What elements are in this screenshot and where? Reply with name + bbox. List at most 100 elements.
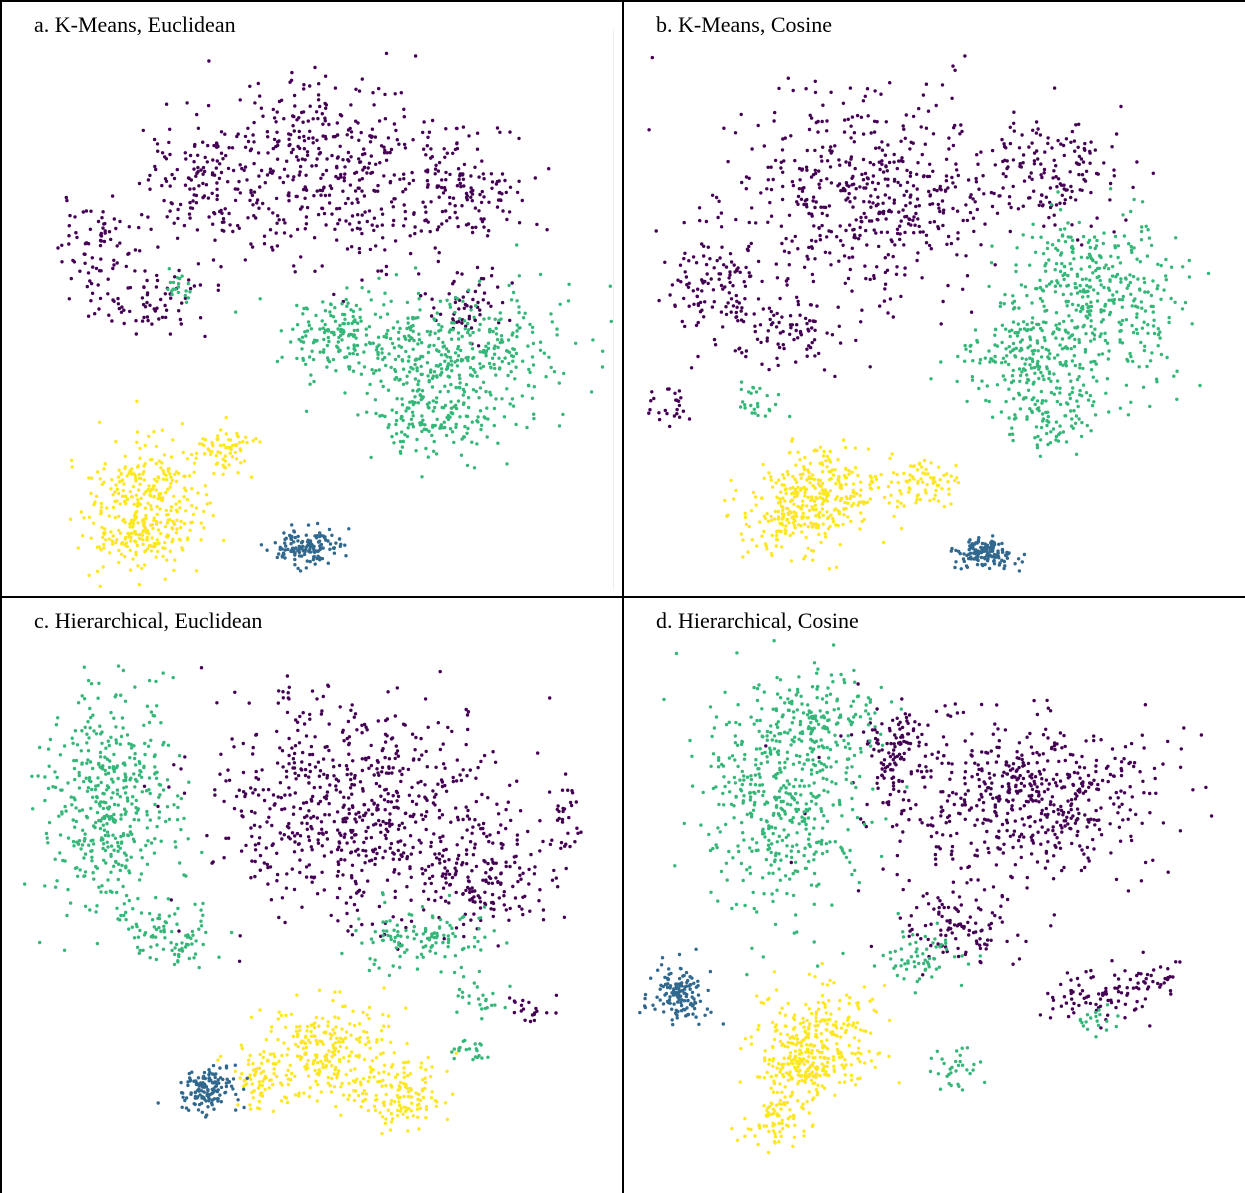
scatter-point — [1008, 334, 1012, 339]
scatter-point — [831, 516, 835, 521]
scatter-point — [400, 772, 404, 777]
scatter-point — [647, 128, 651, 132]
scatter-point — [323, 116, 327, 120]
scatter-point — [1045, 308, 1049, 313]
scatter-point — [376, 350, 380, 355]
scatter-point — [380, 765, 385, 770]
scatter-point — [357, 250, 362, 255]
scatter-point — [326, 539, 330, 543]
scatter-point — [314, 110, 319, 114]
scatter-point — [423, 292, 427, 296]
scatter-point — [329, 186, 334, 191]
scatter-point — [299, 255, 303, 259]
scatter-point — [89, 299, 93, 303]
scatter-point — [515, 323, 519, 327]
scatter-point — [436, 721, 440, 725]
scatter-point — [311, 814, 316, 819]
scatter-point — [1064, 330, 1068, 334]
scatter-point — [239, 849, 244, 853]
scatter-point — [283, 548, 287, 552]
scatter-point — [1001, 550, 1005, 554]
scatter-point — [319, 176, 323, 180]
scatter-point — [123, 520, 127, 524]
scatter-point — [885, 268, 890, 272]
scatter-point — [444, 127, 448, 131]
scatter-point — [767, 407, 771, 412]
scatter-point — [383, 755, 387, 760]
scatter-point — [1016, 557, 1021, 561]
scatter-point — [447, 375, 452, 379]
scatter-point — [1023, 362, 1027, 366]
scatter-point — [270, 823, 274, 828]
scatter-point — [1125, 286, 1129, 290]
scatter-point — [466, 330, 470, 335]
scatter-point — [155, 512, 159, 517]
scatter-point — [240, 166, 244, 171]
scatter-point — [357, 186, 361, 190]
scatter-point — [134, 479, 138, 483]
scatter-point — [356, 200, 360, 205]
scatter-point — [1003, 292, 1007, 297]
scatter-point — [1089, 360, 1093, 364]
scatter-point — [344, 820, 348, 824]
scatter-point — [386, 328, 390, 333]
scatter-point — [149, 488, 153, 492]
scatter-point — [1101, 241, 1105, 246]
scatter-point — [411, 425, 416, 429]
scatter-point — [318, 350, 322, 354]
scatter-point — [1014, 269, 1018, 274]
scatter-point — [399, 779, 403, 784]
scatter-point — [1120, 305, 1124, 309]
scatter-point — [326, 335, 330, 340]
scatter-point — [734, 293, 738, 298]
scatter-point — [514, 351, 519, 356]
scatter-point — [355, 328, 360, 332]
scatter-point — [1120, 298, 1125, 302]
scatter-point — [308, 382, 312, 386]
scatter-point — [103, 462, 107, 466]
scatter-point — [280, 837, 284, 841]
scatter-point — [993, 263, 997, 267]
scatter-point — [744, 354, 748, 359]
scatter-point — [1049, 430, 1053, 434]
scatter-point — [950, 175, 954, 180]
scatter-point — [819, 178, 823, 183]
scatter-point — [413, 400, 417, 405]
scatter-point — [409, 898, 413, 902]
scatter-point — [508, 783, 512, 787]
scatter-point — [756, 404, 760, 409]
scatter-point — [775, 311, 779, 316]
scatter-point — [406, 316, 410, 320]
scatter-point — [267, 815, 271, 819]
scatter-point — [168, 485, 172, 489]
scatter-point — [977, 187, 981, 191]
scatter-point — [1029, 366, 1034, 370]
scatter-point — [65, 198, 69, 203]
scatter-point — [152, 484, 156, 488]
scatter-point — [433, 331, 437, 335]
scatter-point — [1027, 145, 1031, 149]
scatter-point — [315, 138, 319, 142]
scatter-point — [322, 772, 326, 776]
scatter-point — [878, 211, 882, 215]
scatter-point — [364, 758, 368, 762]
scatter-point — [885, 230, 890, 234]
scatter-point — [650, 390, 654, 394]
scatter-point — [220, 228, 224, 232]
scatter-point — [1025, 415, 1029, 419]
scatter-point — [315, 521, 320, 526]
scatter-point — [457, 373, 461, 377]
scatter-point — [1075, 291, 1080, 295]
scatter-point — [188, 290, 192, 294]
scatter-point — [1126, 413, 1131, 417]
scatter-point — [426, 374, 430, 378]
scatter-point — [875, 265, 879, 269]
scatter-point — [844, 467, 848, 471]
scatter-point — [1058, 269, 1063, 274]
scatter-point — [1150, 351, 1154, 355]
scatter-point — [934, 103, 938, 108]
scatter-point — [342, 179, 346, 183]
scatter-point — [117, 560, 121, 565]
scatter-point — [898, 232, 902, 236]
scatter-point — [810, 525, 814, 529]
